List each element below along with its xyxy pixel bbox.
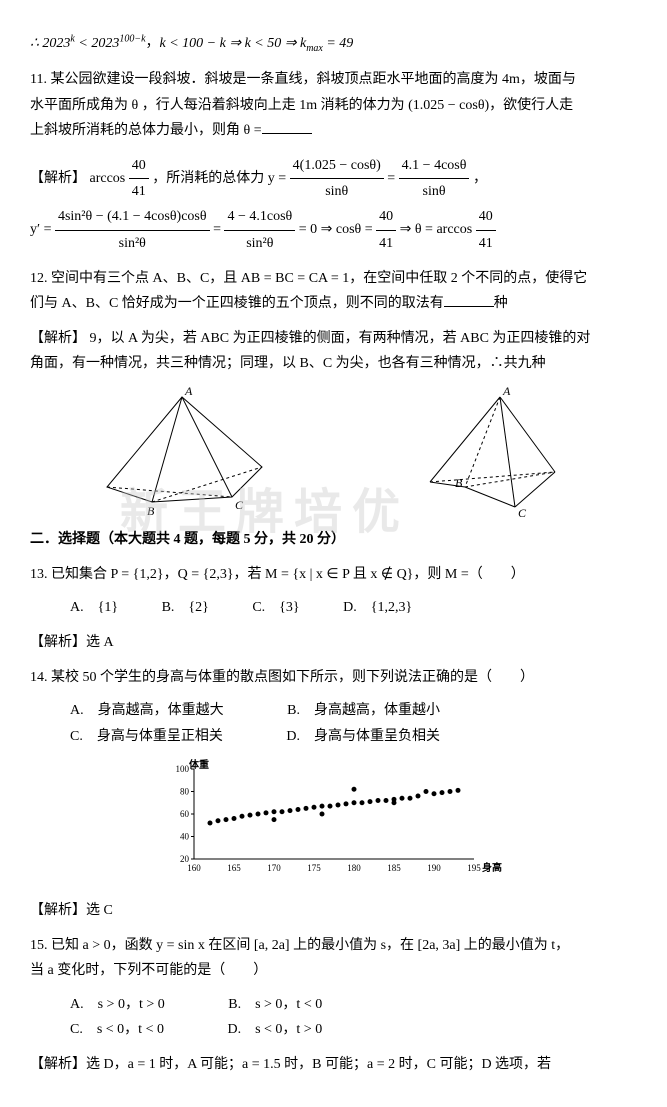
q12-t1: 空间中有三个点 A、B、C，且 AB = BC = CA = 1，在空间中任取 … (51, 271, 587, 286)
q11-s2d: ⇒ θ = arccos (400, 222, 473, 237)
q14-sol: 【解析】选 C (30, 898, 637, 923)
q11: 11. 某公园欲建设一段斜坡．斜坡是一条直线，斜坡顶点距水平地面的高度为 4m，… (30, 67, 637, 143)
q14-text: 某校 50 个学生的身高与体重的散点图如下所示，则下列说法正确的是（ ） (51, 670, 534, 685)
q13-D: D. {1,2,3} (343, 595, 412, 620)
f41a: 41 (129, 179, 149, 204)
q11-t2: 水平面所成角为 θ ，行人每沿着斜坡向上走 1m 消耗的体力为 (1.025 −… (30, 98, 573, 113)
q12-s1: 9，以 A 为尖，若 ABC 为正四棱锥的侧面，有两种情况，若 ABC 为正四棱… (90, 331, 591, 346)
q11-s2a: y′ = (30, 222, 51, 237)
q12-t2b: 种 (494, 296, 508, 311)
q11-s1b: ，所消耗的总体力 y = (152, 171, 286, 186)
q11-t3: 上斜坡所消耗的总体力最小，则角 θ = (30, 123, 262, 138)
svg-text:C: C (518, 506, 527, 517)
f41c: 41 (476, 231, 496, 256)
fn3: 4sin²θ − (4.1 − 4cosθ)cosθ (55, 204, 210, 230)
q13-A: A. {1} (70, 595, 118, 620)
svg-text:195: 195 (467, 863, 481, 873)
svg-text:175: 175 (307, 863, 321, 873)
fn1: 4(1.025 − cosθ) (290, 153, 384, 179)
fn4: 4 − 4.1cosθ (224, 204, 295, 230)
q11-s1c: = (387, 171, 395, 186)
q14-C: C. 身高与体重呈正相关 (70, 724, 223, 749)
q15-t1: 已知 a > 0，函数 y = sin x 在区间 [a, 2a] 上的最小值为… (51, 938, 569, 953)
svg-text:A: A (502, 387, 511, 398)
q14: 14. 某校 50 个学生的身高与体重的散点图如下所示，则下列说法正确的是（ ）… (30, 665, 637, 749)
diagram-right: A B C (400, 387, 580, 517)
svg-text:B: B (455, 476, 463, 490)
q11-s1d: ， (473, 171, 487, 186)
svg-text:185: 185 (387, 863, 401, 873)
q12-s2: 角面，有一种情况，共三种情况；同理，以 B、C 为尖，也各有三种情况，∴共九种 (30, 356, 546, 371)
q15-A: A. s > 0，t > 0 (70, 992, 165, 1017)
section2: 二．选择题（本大题共 4 题，每题 5 分，共 20 分） (30, 527, 637, 552)
fd1: sinθ (290, 179, 384, 204)
q12-t2: 们与 A、B、C 恰好成为一个正四棱锥的五个顶点，则不同的取法有 (30, 296, 444, 311)
line0: ∴ 2023k < 2023100−k，k < 100 − k ⇒ k < 50… (30, 30, 637, 57)
q14-A: A. 身高越高，体重越大 (70, 698, 224, 723)
q11-sol-label: 【解析】 (30, 171, 86, 186)
svg-text:80: 80 (180, 786, 190, 796)
q11-s2c: = 0 ⇒ cosθ = (299, 222, 373, 237)
f40c: 40 (476, 204, 496, 230)
q15-num: 15. (30, 938, 48, 953)
f40a: 40 (129, 153, 149, 179)
svg-text:B: B (147, 504, 155, 517)
q13-C: C. {3} (252, 595, 299, 620)
svg-text:60: 60 (180, 809, 190, 819)
svg-text:体重: 体重 (189, 759, 209, 771)
svg-text:190: 190 (427, 863, 441, 873)
svg-text:180: 180 (347, 863, 361, 873)
q15-t2: 当 a 变化时，下列不可能的是（ ） (30, 963, 267, 978)
svg-text:A: A (184, 387, 193, 398)
diagrams: A B C A B C (30, 387, 637, 517)
svg-text:100: 100 (175, 764, 189, 774)
q13-sol: 【解析】选 A (30, 630, 637, 655)
q13-text: 已知集合 P = {1,2}，Q = {2,3}，若 M = {x | x ∈ … (51, 567, 525, 582)
q11-s1a: arccos (90, 171, 126, 186)
f41b: 41 (376, 231, 396, 256)
q13-B: B. {2} (162, 595, 209, 620)
q15-B: B. s > 0，t < 0 (228, 992, 322, 1017)
q12-num: 12. (30, 271, 48, 286)
fd4: sin²θ (224, 231, 295, 256)
fd3: sin²θ (55, 231, 210, 256)
q11-s2b: = (213, 222, 221, 237)
q12-sol-label: 【解析】 (30, 331, 86, 346)
svg-text:40: 40 (180, 831, 190, 841)
diagram-left: A B C (87, 387, 287, 517)
q12: 12. 空间中有三个点 A、B、C，且 AB = BC = CA = 1，在空间… (30, 266, 637, 316)
f40b: 40 (376, 204, 396, 230)
q14-D: D. 身高与体重呈负相关 (286, 724, 440, 749)
q15-D: D. s < 0，t > 0 (227, 1017, 322, 1042)
q14-num: 14. (30, 670, 48, 685)
q15-C: C. s < 0，t < 0 (70, 1017, 164, 1042)
q11-sol: 【解析】 arccos 4041 ，所消耗的总体力 y = 4(1.025 − … (30, 153, 637, 256)
fn2: 4.1 − 4cosθ (399, 153, 470, 179)
fd2: sinθ (399, 179, 470, 204)
svg-text:165: 165 (227, 863, 241, 873)
q11-num: 11. (30, 72, 47, 87)
q11-t1: 某公园欲建设一段斜坡．斜坡是一条直线，斜坡顶点距水平地面的高度为 4m，坡面与 (50, 72, 575, 87)
q14-B: B. 身高越高，体重越小 (287, 698, 440, 723)
svg-text:170: 170 (267, 863, 281, 873)
q15-sol: 【解析】选 D，a = 1 时，A 可能；a = 1.5 时，B 可能；a = … (30, 1052, 637, 1077)
q13: 13. 已知集合 P = {1,2}，Q = {2,3}，若 M = {x | … (30, 562, 637, 620)
q12-sol: 【解析】 9，以 A 为尖，若 ABC 为正四棱锥的侧面，有两种情况，若 ABC… (30, 326, 637, 376)
svg-text:C: C (235, 498, 244, 512)
scatter-chart: 20406080100160165170175180185190195体重身高 (30, 759, 637, 888)
q13-num: 13. (30, 567, 48, 582)
svg-text:身高: 身高 (482, 861, 502, 874)
svg-text:160: 160 (187, 863, 201, 873)
